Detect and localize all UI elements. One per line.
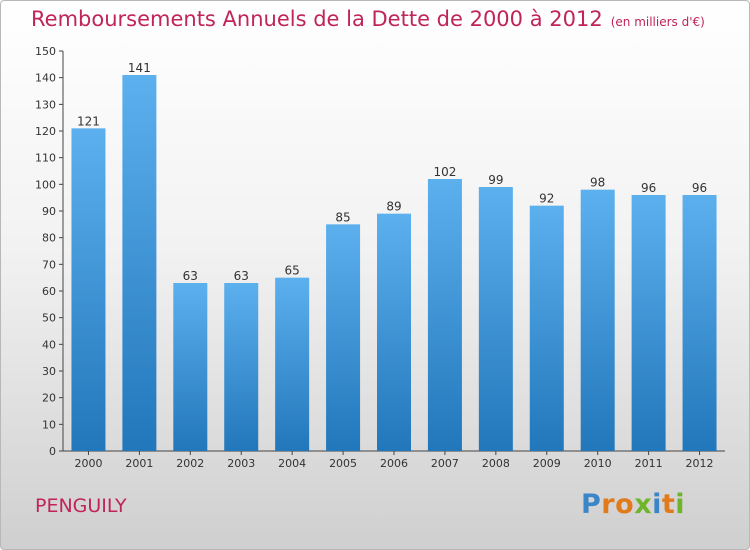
bar-2012 [682,195,717,451]
y-tick-label: 130 [35,98,56,111]
x-tick-label: 2008 [482,457,510,470]
data-label-2012: 96 [692,181,707,195]
bar-2004 [275,277,310,451]
x-tick-label: 2005 [329,457,357,470]
logo-letter: x [634,489,653,520]
bar-2003 [224,283,259,451]
bar-2009 [529,205,564,451]
bar-2001 [122,75,157,451]
y-tick-label: 20 [42,392,56,405]
y-tick-label: 100 [35,178,56,191]
x-tick-label: 2000 [74,457,102,470]
x-tick-label: 2004 [278,457,306,470]
x-tick-label: 2002 [176,457,204,470]
y-tick-label: 30 [42,365,56,378]
proxiti-logo: Proxiti [581,489,685,520]
data-label-2008: 99 [488,173,503,187]
x-tick-label: 2009 [533,457,561,470]
y-tick-label: 120 [35,125,56,138]
data-label-2009: 92 [539,192,554,206]
bar-2000 [71,128,106,451]
x-tick-label: 2011 [635,457,663,470]
data-label-2000: 121 [77,114,100,128]
y-tick-label: 140 [35,72,56,85]
chart-labels: 2000 121 2001 141 2002 63 2003 63 2004 65 2005 85 20… [74,61,713,470]
y-tick-label: 150 [35,45,56,58]
y-tick-label: 90 [42,205,56,218]
data-label-2007: 102 [433,165,456,179]
data-label-2003: 63 [234,269,249,283]
logo-letter: P [581,489,602,520]
logo-letter: r [601,489,616,520]
x-tick-label: 2006 [380,457,408,470]
data-label-2006: 89 [386,200,401,214]
y-tick-label: 40 [42,338,56,351]
x-tick-label: 2012 [686,457,714,470]
bar-2002 [173,283,208,451]
y-tick-label: 50 [42,312,56,325]
chart-unit-label: (en milliers d'€) [610,15,705,29]
y-tick-label: 0 [49,445,56,458]
chart-title-text: Remboursements Annuels de la Dette de 20… [31,7,603,31]
x-tick-label: 2003 [227,457,255,470]
commune-name: PENGUILY [35,495,127,517]
logo-letter: t [661,489,676,520]
bar-2006 [377,213,411,451]
y-tick-label: 60 [42,285,56,298]
bar-2011 [631,195,666,451]
logo-letter: i [675,489,686,520]
logo-letter: i [652,489,662,520]
bar-2005 [326,224,361,451]
data-label-2010: 98 [590,176,605,190]
y-tick-label: 10 [42,418,56,431]
chart-title: Remboursements Annuels de la Dette de 20… [31,7,705,31]
y-tick-label: 70 [42,258,56,271]
y-tick-label: 110 [35,152,56,165]
x-tick-label: 2010 [584,457,612,470]
data-label-2005: 85 [335,210,350,224]
chart-axes: 0 10 20 30 40 50 60 70 80 90 100 110 120 130 140 150 [35,45,725,458]
data-label-2011: 96 [641,181,656,195]
data-label-2002: 63 [183,269,198,283]
logo-letter: o [615,489,635,520]
y-tick-label: 80 [42,232,56,245]
x-tick-label: 2007 [431,457,459,470]
bar-2008 [478,187,513,451]
data-label-2001: 141 [128,61,151,75]
bar-2010 [580,189,615,451]
data-label-2004: 65 [285,264,300,278]
bar-2007 [427,179,462,451]
x-tick-label: 2001 [125,457,153,470]
chart-bars [71,75,717,451]
